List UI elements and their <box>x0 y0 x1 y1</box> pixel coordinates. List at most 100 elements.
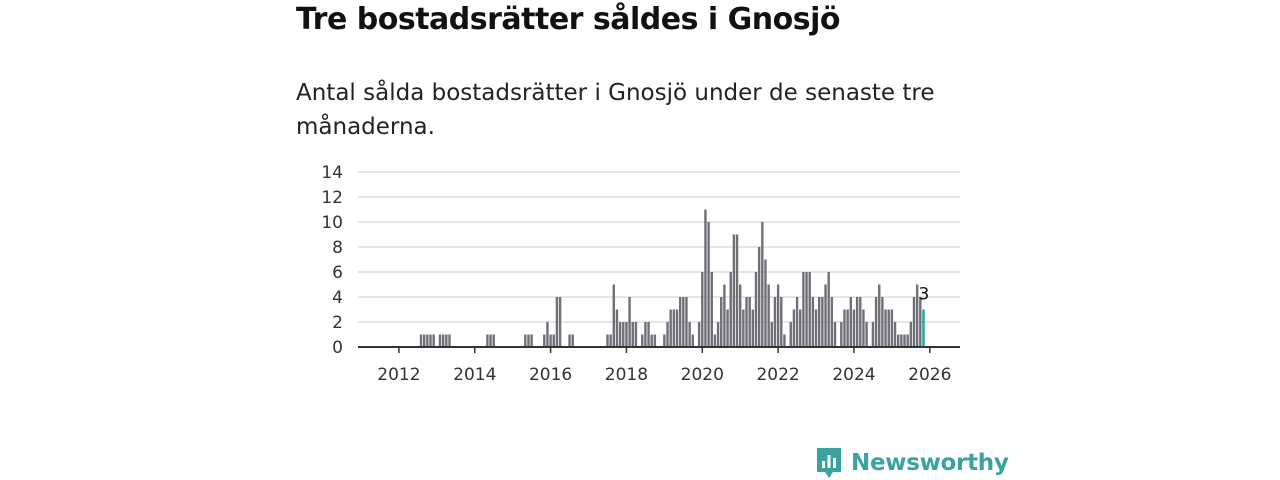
bar <box>805 272 808 347</box>
bar <box>859 297 862 347</box>
bar <box>821 297 824 347</box>
bar <box>438 334 442 347</box>
bar <box>878 284 881 347</box>
bar <box>685 297 688 347</box>
y-tick-label: 12 <box>321 188 343 208</box>
bar <box>666 322 669 347</box>
bar <box>871 322 875 347</box>
bar <box>732 234 736 347</box>
bar <box>571 334 574 347</box>
bar <box>558 297 562 347</box>
bar <box>486 334 489 347</box>
bar <box>720 297 723 347</box>
bar <box>445 334 448 347</box>
bar <box>675 309 679 347</box>
bar <box>897 334 900 347</box>
bar <box>751 309 755 347</box>
y-tick-label: 6 <box>332 263 343 283</box>
newsworthy-logo-icon <box>817 448 841 478</box>
bar <box>701 272 704 347</box>
bar <box>814 309 818 347</box>
bar <box>549 334 552 347</box>
bar <box>761 222 764 347</box>
bar <box>726 309 729 347</box>
bar <box>912 297 916 347</box>
brand-name: Newsworthy <box>851 450 1009 476</box>
bar <box>628 297 631 347</box>
bar <box>634 322 638 347</box>
bar <box>824 284 827 347</box>
bar <box>773 297 777 347</box>
bar <box>618 322 622 347</box>
bar <box>489 334 492 347</box>
bar <box>441 334 445 347</box>
bar <box>903 334 906 347</box>
bar <box>792 309 796 347</box>
bar <box>833 322 837 347</box>
last-value-label: 3 <box>918 285 929 305</box>
chart-title: Tre bostadsrätter såldes i Gnosjö <box>296 2 841 37</box>
bar <box>426 334 429 347</box>
x-tick-label: 2016 <box>529 365 572 385</box>
x-tick-label: 2020 <box>681 365 724 385</box>
bar <box>716 322 720 347</box>
x-tick-label: 2026 <box>908 365 951 385</box>
bar <box>631 322 634 347</box>
y-tick-label: 8 <box>332 238 343 258</box>
bar <box>691 334 694 347</box>
bar <box>818 297 821 347</box>
y-tick-label: 4 <box>332 288 343 308</box>
bar <box>745 297 748 347</box>
bar <box>887 309 890 347</box>
bar <box>653 334 657 347</box>
bar <box>735 234 739 347</box>
bar <box>865 322 868 347</box>
bar <box>527 334 530 347</box>
bar <box>663 334 666 347</box>
bar <box>530 334 533 347</box>
bar <box>846 309 849 347</box>
bar <box>641 334 644 347</box>
bar <box>697 322 701 347</box>
bar <box>915 284 919 347</box>
bar <box>808 272 811 347</box>
bar <box>906 334 909 347</box>
bar <box>739 284 742 347</box>
bar <box>919 297 922 347</box>
bar <box>893 322 897 347</box>
bar-latest <box>922 309 925 347</box>
x-tick-label: 2014 <box>453 365 496 385</box>
bar <box>789 322 792 347</box>
bar <box>780 297 783 347</box>
y-tick-label: 2 <box>332 313 343 333</box>
bar <box>909 322 913 347</box>
bar <box>423 334 426 347</box>
x-tick-label: 2012 <box>377 365 420 385</box>
bar <box>644 322 647 347</box>
bar <box>606 334 609 347</box>
bar <box>767 284 770 347</box>
bar <box>429 334 432 347</box>
bar <box>615 309 619 347</box>
bar <box>855 297 859 347</box>
bar <box>748 297 751 347</box>
bar <box>840 322 843 347</box>
bar <box>669 309 672 347</box>
bar <box>710 272 713 347</box>
bar <box>650 334 653 347</box>
bar <box>802 272 805 347</box>
bar <box>884 309 887 347</box>
bar <box>419 334 423 347</box>
bar <box>862 309 865 347</box>
newsworthy-logo: Newsworthy <box>815 446 1009 480</box>
bar <box>849 297 852 347</box>
bar <box>678 297 682 347</box>
y-tick-label: 0 <box>332 338 343 358</box>
bar <box>770 322 773 347</box>
bar <box>900 334 903 347</box>
y-tick-label: 10 <box>321 213 343 233</box>
bar <box>524 334 527 347</box>
bar <box>555 297 559 347</box>
bar <box>795 297 799 347</box>
